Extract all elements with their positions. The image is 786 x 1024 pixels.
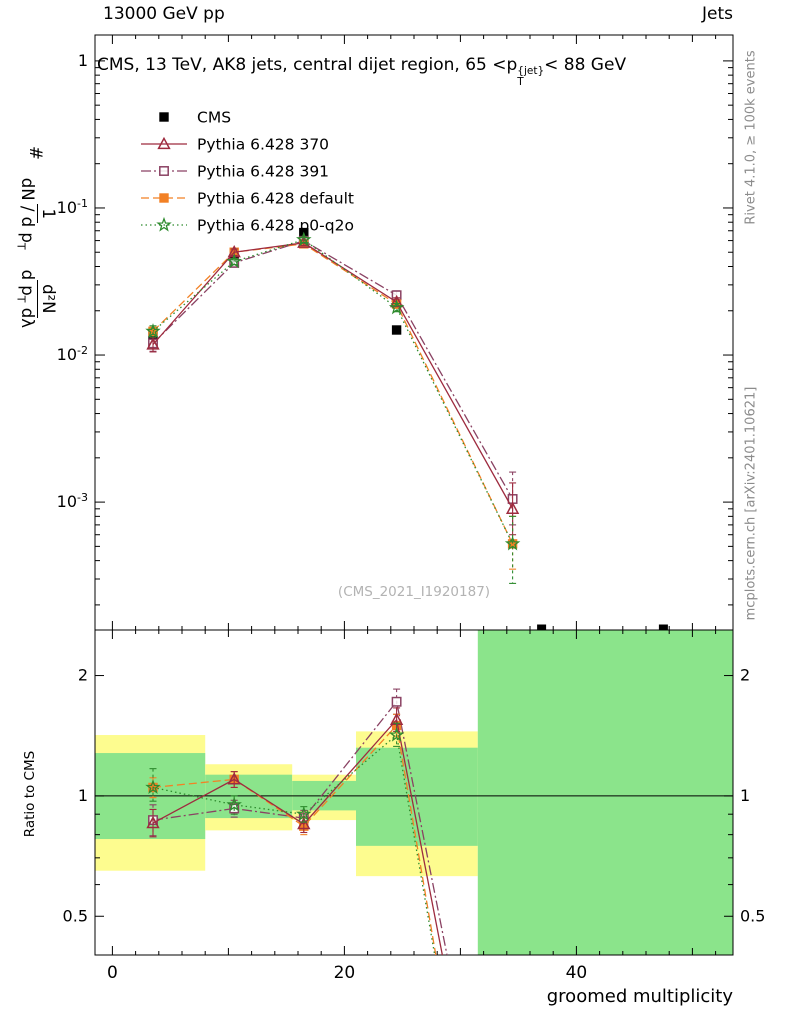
plot-title: CMS, 13 TeV, AK8 jets, central dijet reg… bbox=[97, 55, 626, 88]
svg-text:0: 0 bbox=[107, 963, 118, 983]
ratio-panel-frame bbox=[94, 629, 734, 956]
series-main-pythia-6-428-p0-q2o bbox=[145, 231, 521, 584]
axis-ticks bbox=[95, 35, 733, 956]
svg-text:1: 1 bbox=[78, 786, 88, 805]
legend-label-pythia-6-428-default: Pythia 6.428 default bbox=[197, 190, 354, 208]
ylabel-frac1-numerator: 1 bbox=[37, 204, 58, 223]
ylabel-fraction-2: d²N d pT dλ bbox=[14, 268, 58, 330]
series-main-pythia-6-428-default bbox=[148, 239, 518, 570]
title-text-pre: CMS, 13 TeV, AK8 jets, central dijet reg… bbox=[97, 55, 518, 75]
svg-text:0.5: 0.5 bbox=[63, 906, 88, 925]
svg-text:1: 1 bbox=[740, 786, 750, 805]
mcplots-reference-label: mcplots.cern.ch [arXiv:2401.10621] bbox=[743, 386, 759, 621]
svg-text:10-3: 10-3 bbox=[57, 491, 88, 511]
legend-label-pythia-6-428-p0-q2o: Pythia 6.428 p0-q2o bbox=[197, 217, 354, 235]
band-green bbox=[477, 630, 733, 955]
series-main-pythia-6-428-370 bbox=[146, 235, 520, 536]
svg-text:0.5: 0.5 bbox=[740, 906, 765, 925]
svg-text:20: 20 bbox=[334, 963, 356, 983]
beam-info-label: 13000 GeV pp bbox=[103, 4, 225, 24]
analysis-group-label: Jets bbox=[702, 4, 733, 24]
legend-label-pythia-6-428-370: Pythia 6.428 370 bbox=[197, 136, 329, 154]
series-ratio-pythia-6-428-p0-q2o bbox=[145, 722, 436, 955]
watermark: (CMS_2021_I1920187) bbox=[337, 584, 491, 600]
cms-floor-markers bbox=[537, 624, 668, 630]
x-axis-label: groomed multiplicity bbox=[546, 986, 733, 1007]
svg-text:2: 2 bbox=[78, 666, 88, 685]
legend-label-pythia-6-428-391: Pythia 6.428 391 bbox=[197, 163, 329, 181]
svg-text:2: 2 bbox=[740, 666, 750, 685]
ylabel-frac2-numerator: d²N bbox=[37, 280, 58, 318]
svg-text:1: 1 bbox=[78, 51, 88, 70]
y-axis-label: # 1 dN / d pT d²N d pT dλ bbox=[9, 33, 63, 443]
ylabel-hash: # bbox=[26, 145, 46, 160]
uncertainty-bands bbox=[95, 630, 733, 955]
ratio-axis-label: Ratio to CMS bbox=[22, 750, 38, 838]
series-main-cms bbox=[148, 227, 402, 340]
rivet-version-label: Rivet 4.1.0, ≥ 100k events bbox=[743, 50, 759, 225]
legend: CMS Pythia 6.428 370 Pythia 6.428 391 Pythi… bbox=[141, 109, 354, 235]
svg-text:40: 40 bbox=[566, 963, 588, 983]
ylabel-fraction-1: 1 dN / d pT bbox=[14, 176, 58, 252]
title-text-post: < 88 GeV bbox=[544, 55, 627, 75]
ylabel-frac1-denominator: dN / d pT bbox=[15, 177, 38, 250]
title-subscript: T bbox=[517, 76, 524, 89]
title-superscript: {jet} bbox=[517, 65, 545, 77]
band-green bbox=[356, 747, 478, 846]
pt-jet-symbol: {jet} T bbox=[517, 65, 545, 89]
legend-label-cms: CMS bbox=[197, 109, 231, 127]
series-ratio-pythia-6-428-370 bbox=[146, 707, 444, 955]
series-main-pythia-6-428-391 bbox=[148, 235, 518, 526]
ylabel-frac2-denominator: d pT dλ bbox=[15, 269, 38, 329]
